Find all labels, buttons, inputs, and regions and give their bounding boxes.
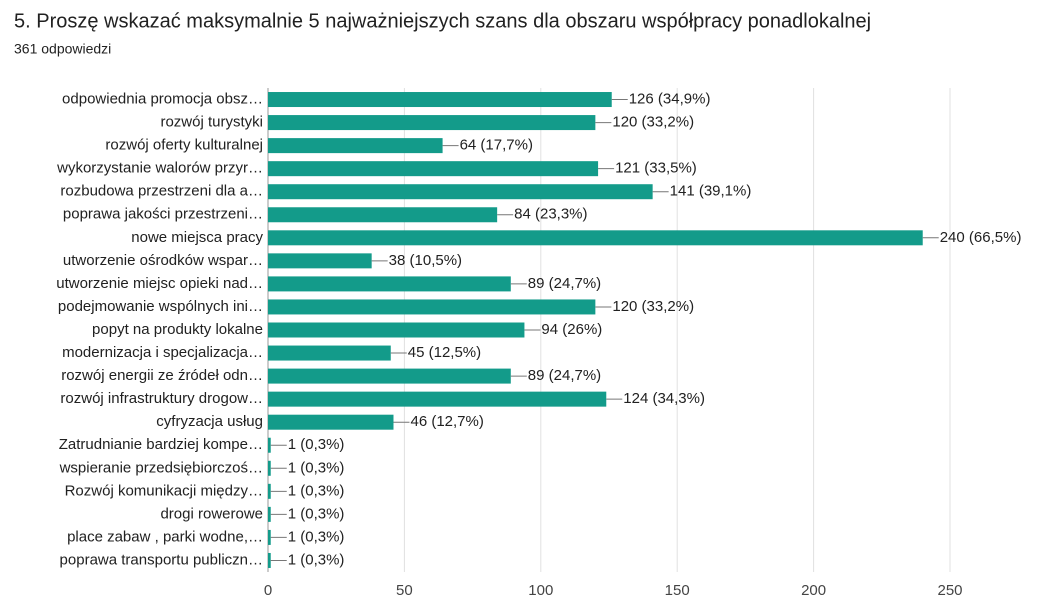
x-tick-label: 150 [665,582,690,599]
value-label: 1 (0,3%) [288,482,345,499]
bar [268,437,271,453]
y-tick-label: utworzenie miejsc opieki nad… [56,275,263,292]
y-tick-label: Rozwój komunikacji między… [65,482,263,499]
value-label: 89 (24,7%) [528,367,601,384]
bar [268,322,525,338]
bar [268,391,607,407]
y-tick-label: rozwój energii ze źródeł odn… [61,367,263,384]
value-label: 1 (0,3%) [288,528,345,545]
bar [268,207,498,223]
bar [268,276,511,292]
y-tick-label: rozwój turystyki [160,114,263,131]
y-tick-label: poprawa transportu publiczn… [60,551,263,568]
bar [268,552,271,568]
y-tick-label: rozwój infrastruktury drogow… [60,390,263,407]
value-label: 141 (39,1%) [670,183,752,200]
value-label: 240 (66,5%) [940,229,1022,246]
y-tick-label: drogi rowerowe [160,505,263,522]
y-tick-label: modernizacja i specjalizacja… [62,344,263,361]
value-label: 38 (10,5%) [389,252,462,269]
bar [268,184,653,200]
bar [268,92,612,108]
chart-subtitle: 361 odpowiedzi [14,41,111,57]
bar [268,115,596,131]
bar [268,161,599,177]
x-tick-label: 0 [264,582,272,599]
bar [268,414,394,430]
bar [268,460,271,476]
value-label: 121 (33,5%) [615,160,697,177]
value-label: 46 (12,7%) [410,413,483,430]
chart-title: 5. Proszę wskazać maksymalnie 5 najważni… [14,10,871,32]
x-tick-label: 200 [801,582,826,599]
value-label: 1 (0,3%) [288,436,345,453]
y-tick-label: podejmowanie wspólnych ini… [58,298,263,315]
bar [268,253,372,269]
value-label: 64 (17,7%) [460,137,533,154]
value-label: 120 (33,2%) [612,114,694,131]
y-tick-label: nowe miejsca pracy [131,229,263,246]
value-label: 89 (24,7%) [528,275,601,292]
bar [268,529,271,545]
bar [268,483,271,499]
value-label: 126 (34,9%) [629,90,711,107]
value-label: 120 (33,2%) [612,298,694,315]
y-tick-label: Zatrudnianie bardziej kompe… [59,436,263,453]
x-tick-label: 100 [528,582,553,599]
bar [268,230,923,246]
bar [268,345,391,361]
bar [268,506,271,522]
y-tick-label: wykorzystanie walorów przyr… [56,160,263,177]
y-tick-label: odpowiednia promocja obsz… [62,90,263,107]
bar [268,299,596,315]
y-tick-label: wspieranie przedsiębiorczoś… [59,459,263,476]
value-label: 45 (12,5%) [408,344,481,361]
value-label: 124 (34,3%) [623,390,705,407]
y-tick-label: rozwój oferty kulturalnej [105,137,263,154]
value-label: 1 (0,3%) [288,551,345,568]
value-label: 94 (26%) [541,321,602,338]
value-label: 84 (23,3%) [514,206,587,223]
y-tick-label: popyt na produkty lokalne [92,321,263,338]
y-tick-label: utworzenie ośrodków wspar… [63,252,263,269]
x-tick-label: 250 [937,582,962,599]
y-tick-label: cyfryzacja usług [156,413,263,430]
x-tick-label: 50 [396,582,413,599]
value-label: 1 (0,3%) [288,505,345,522]
bar [268,368,511,384]
bar [268,138,443,154]
value-label: 1 (0,3%) [288,459,345,476]
y-tick-label: place zabaw , parki wodne,… [67,528,263,545]
y-tick-label: poprawa jakości przestrzeni… [63,206,263,223]
y-tick-label: rozbudowa przestrzeni dla a… [60,183,263,200]
